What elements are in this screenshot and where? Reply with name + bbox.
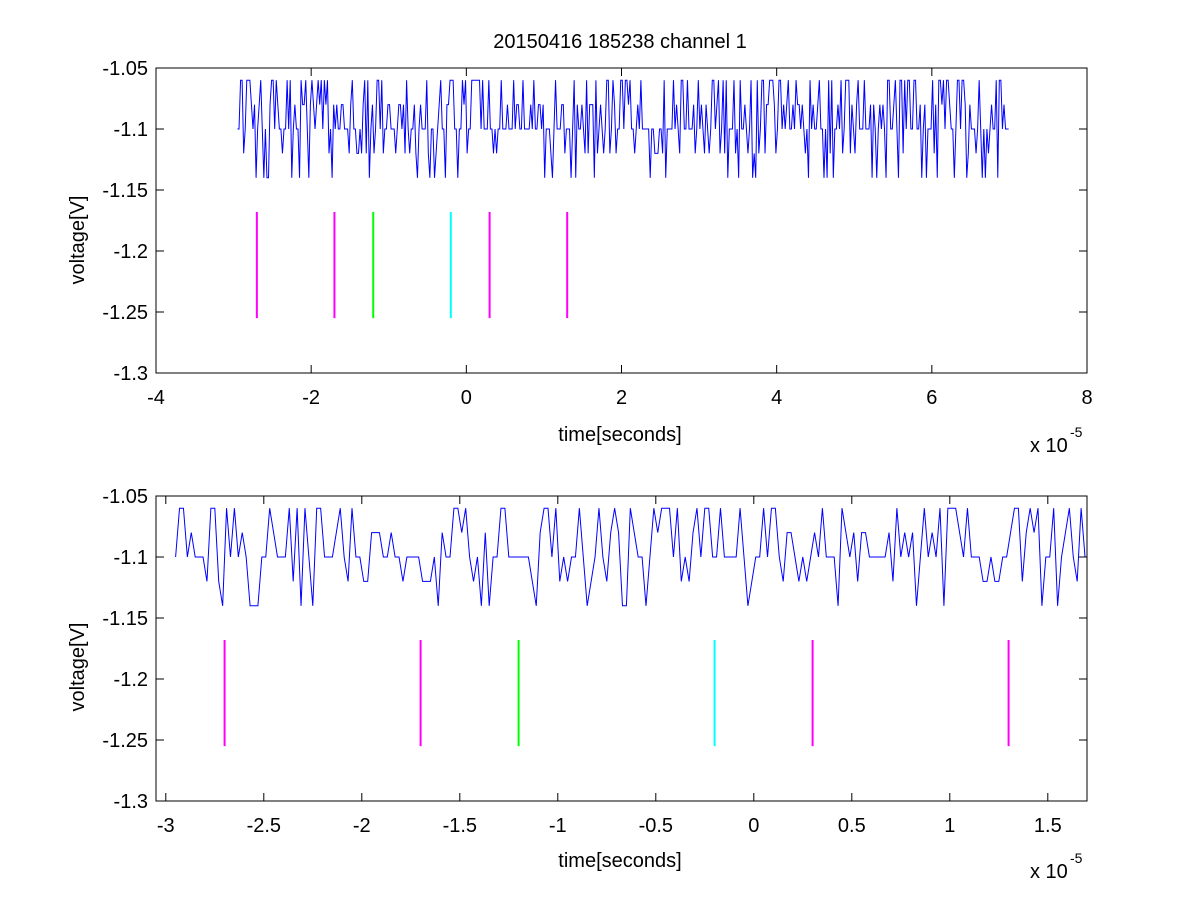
bottom-plot-ytick-label: -1.15 xyxy=(102,608,148,630)
bottom-plot-xtick-label: -2 xyxy=(353,815,371,837)
top-plot-x-multiplier: x 10 -5 xyxy=(1030,424,1083,457)
bottom-plot-xtick-label: 1 xyxy=(944,815,955,837)
top-plot-xtick-label: 6 xyxy=(926,387,937,409)
bottom-plot-traces xyxy=(175,507,1086,747)
top-plot-traces xyxy=(237,79,1009,319)
top-plot-x-multiplier-exponent: -5 xyxy=(1070,424,1083,440)
top-plot-xlabel: time[seconds] xyxy=(558,424,681,446)
bottom-plot-xtick-label: -2.5 xyxy=(247,815,281,837)
top-plot-axes: -4 -2 0 2 4 6 8 -1.05 -1.1 -1.15 -1.2 -1.25 -1.3 xyxy=(102,58,1092,409)
bottom-plot-ytick-label: -1.1 xyxy=(114,547,148,569)
bottom-plot-x-multiplier-exponent: -5 xyxy=(1070,850,1083,866)
bottom-plot-xlabel: time[seconds] xyxy=(558,850,681,872)
bottom-plot-xtick-label: -1.5 xyxy=(443,815,477,837)
top-plot-xtick-label: -2 xyxy=(302,387,320,409)
bottom-plot-xtick-label: -3 xyxy=(157,815,175,837)
bottom-plot-xtick-label: -0.5 xyxy=(639,815,673,837)
top-plot-signal-line xyxy=(237,79,1009,179)
top-plot-ytick-label: -1.15 xyxy=(102,180,148,202)
top-plot-ytick-label: -1.1 xyxy=(114,119,148,141)
bottom-plot-signal-line xyxy=(175,507,1086,607)
top-plot-xtick-label: 0 xyxy=(461,387,472,409)
bottom-plot-ylabel: voltage[V] xyxy=(67,623,89,712)
bottom-plot-ytick-label: -1.2 xyxy=(114,669,148,691)
top-plot-ytick-label: -1.3 xyxy=(114,363,148,385)
top-plot-xtick-label: 8 xyxy=(1081,387,1092,409)
bottom-plot-x-multiplier: x 10 -5 xyxy=(1030,850,1083,883)
bottom-plot-ytick-label: -1.05 xyxy=(102,486,148,508)
top-plot-ytick-label: -1.05 xyxy=(102,58,148,80)
bottom-plot-axes: -3 -2.5 -2 -1.5 -1 -0.5 0 0.5 1 1.5 -1.05 -1.1 -1.15… xyxy=(102,486,1088,837)
bottom-plot-xtick-label: 1.5 xyxy=(1034,815,1062,837)
top-plot-xtick-label: -4 xyxy=(147,387,165,409)
figure-title: 20150416 185238 channel 1 xyxy=(493,31,747,53)
top-plot: -4 -2 0 2 4 6 8 -1.05 -1.1 -1.15 -1.2 -1.25 -1.3 tim… xyxy=(67,58,1093,457)
bottom-plot-xtick-label: 0 xyxy=(748,815,759,837)
top-plot-ytick-label: -1.2 xyxy=(114,241,148,263)
bottom-plot: -3 -2.5 -2 -1.5 -1 -0.5 0 0.5 1 1.5 -1.05 -1.1 -1.15… xyxy=(67,486,1088,883)
top-plot-ylabel: voltage[V] xyxy=(67,196,89,285)
bottom-plot-ytick-label: -1.25 xyxy=(102,730,148,752)
top-plot-x-multiplier-base: x 10 xyxy=(1030,435,1068,457)
bottom-plot-ytick-label: -1.3 xyxy=(114,791,148,813)
bottom-plot-xtick-label: 0.5 xyxy=(838,815,866,837)
bottom-plot-x-multiplier-base: x 10 xyxy=(1030,861,1068,883)
top-plot-xtick-label: 2 xyxy=(616,387,627,409)
bottom-plot-axes-box xyxy=(155,495,1088,802)
top-plot-xtick-label: 4 xyxy=(771,387,782,409)
top-plot-ytick-label: -1.25 xyxy=(102,302,148,324)
bottom-plot-xtick-label: -1 xyxy=(549,815,567,837)
